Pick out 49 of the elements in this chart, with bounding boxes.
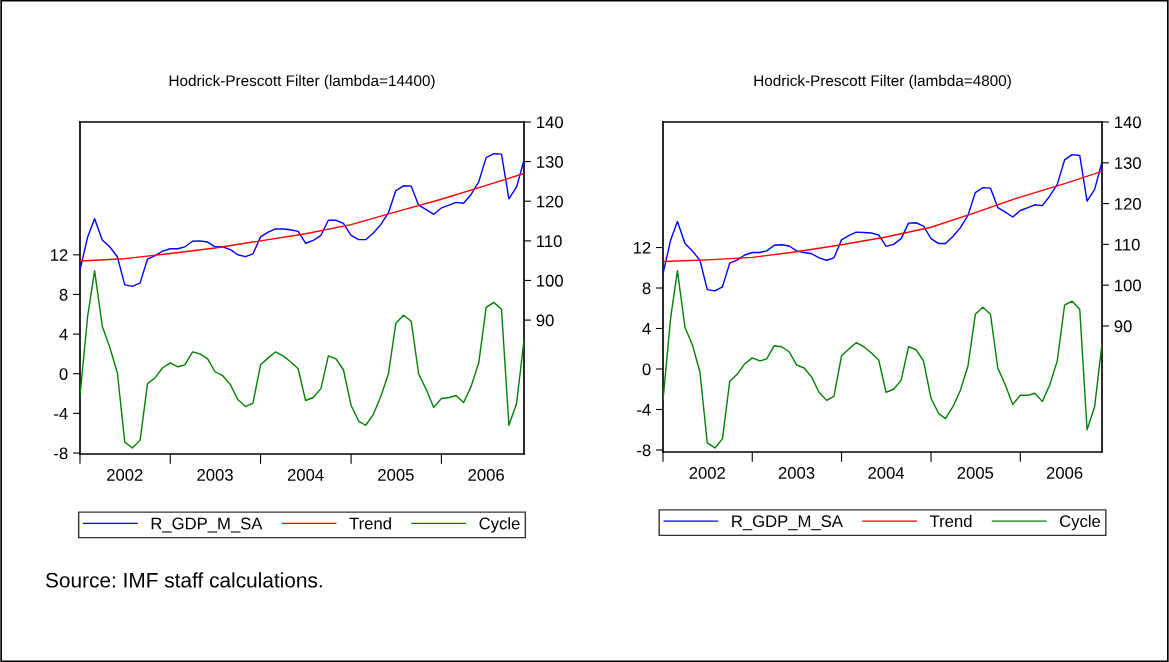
y-tick-label: 0	[642, 363, 651, 376]
x-tick-label: 2002	[689, 467, 725, 479]
y2-tick-label: 100	[1115, 279, 1141, 292]
y2-tick-label: 110	[1115, 238, 1140, 251]
line-series	[80, 152, 524, 288]
y-tick-label: 4	[642, 323, 651, 335]
y-tick-label: -8	[54, 447, 68, 460]
y2-tick-label: 110	[537, 235, 562, 248]
legend-label: R_GDP_M_SA	[151, 517, 263, 533]
line-series	[80, 172, 524, 262]
x-tick-label: 2004	[287, 469, 324, 481]
x-tick-label: 2002	[107, 469, 143, 481]
chart-title: Hodrick-Prescott Filter (lambda=14400)	[169, 74, 435, 90]
legend-label: Trend	[929, 514, 972, 528]
y2-tick-label: 90	[1114, 320, 1132, 333]
legend-label: Trend	[349, 517, 391, 530]
y2-tick-label: 140	[537, 116, 563, 129]
y-tick-label: 4	[59, 328, 68, 341]
x-tick-label: 2003	[197, 469, 233, 481]
legend-label: Cycle	[479, 517, 520, 533]
x-tick-label: 2005	[957, 467, 994, 479]
chart-title: Hodrick-Prescott Filter (lambda=4800)	[754, 74, 1011, 90]
y-tick-label: 12	[633, 241, 651, 254]
y2-tick-label: 130	[1115, 157, 1141, 169]
legend-label: R_GDP_M_SA	[732, 515, 843, 531]
y2-tick-label: 120	[537, 195, 563, 208]
y-tick-label: 8	[642, 282, 651, 295]
y2-tick-label: 90	[536, 314, 554, 327]
y-tick-label: 12	[50, 249, 68, 261]
legend-label: Cycle	[1060, 514, 1101, 531]
y2-tick-label: 130	[537, 156, 563, 168]
line-series	[80, 269, 524, 449]
x-tick-label: 2004	[868, 467, 905, 479]
x-tick-label: 2003	[778, 467, 815, 479]
x-tick-label: 2006	[1046, 467, 1083, 479]
x-tick-label: 2006	[468, 469, 504, 481]
line-series	[663, 153, 1102, 292]
y-tick-label: -4	[54, 407, 68, 420]
line-series	[663, 170, 1102, 263]
y2-tick-label: 120	[1115, 197, 1141, 210]
y-tick-label: 8	[59, 288, 68, 301]
x-tick-label: 2005	[378, 469, 414, 481]
y-tick-label: -8	[637, 444, 651, 457]
y2-tick-label: 140	[1115, 116, 1141, 129]
y-tick-label: 0	[59, 368, 68, 380]
y2-tick-label: 100	[537, 274, 563, 287]
y-tick-label: -4	[637, 404, 651, 416]
source-note: Source: IMF staff calculations.	[45, 572, 322, 588]
line-series	[663, 270, 1102, 449]
